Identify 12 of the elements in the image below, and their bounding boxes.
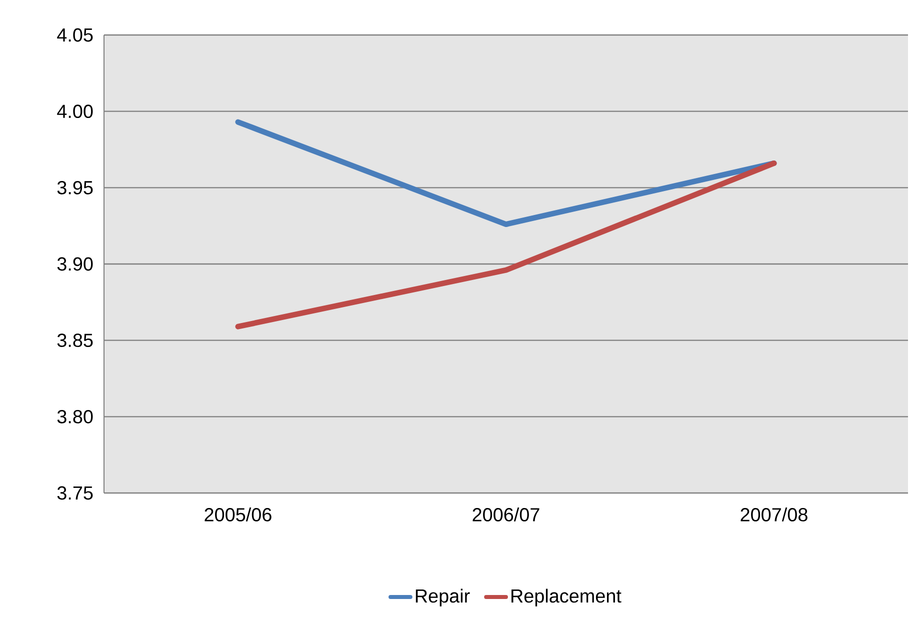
x-tick-label: 2006/07: [472, 508, 540, 522]
legend-label: Repair: [416, 588, 470, 606]
x-tick-label: 2005/06: [204, 508, 272, 522]
y-tick-label: 3.90: [57, 257, 93, 271]
y-tick-label: 4.05: [57, 28, 93, 42]
y-tick-label: 3.80: [57, 410, 93, 424]
y-tick-label: 3.75: [57, 486, 93, 500]
y-tick-label: 3.85: [57, 334, 93, 348]
y-tick-label: 3.95: [57, 180, 93, 194]
x-tick-label: 2007/08: [740, 508, 808, 522]
y-tick-label: 4.00: [57, 104, 93, 118]
legend-label: Replacement: [512, 588, 622, 606]
